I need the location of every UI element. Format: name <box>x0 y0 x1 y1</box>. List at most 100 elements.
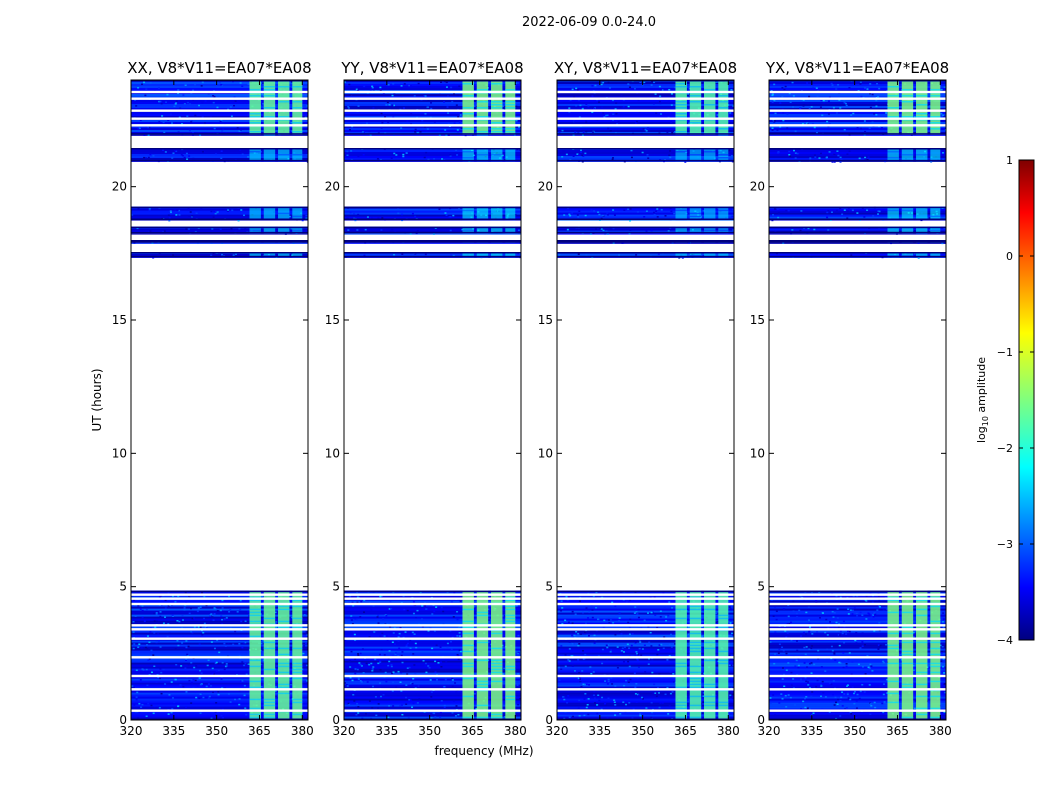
noise-pixel <box>158 100 161 103</box>
noise-pixel <box>459 600 462 603</box>
noise-pixel <box>168 694 171 696</box>
noise-pixel <box>382 92 385 95</box>
channel-row <box>704 647 716 650</box>
noise-pixel <box>578 600 581 602</box>
noise-pixel <box>727 600 730 603</box>
bright-channel <box>718 252 729 258</box>
noise-pixel <box>790 684 793 686</box>
channel-row <box>916 683 928 686</box>
noise-pixel <box>383 654 386 656</box>
noise-pixel <box>653 81 656 84</box>
noise-pixel <box>177 713 180 715</box>
noise-pixel <box>687 626 690 628</box>
noise-pixel <box>646 154 649 156</box>
noise-pixel <box>301 149 304 152</box>
noise-pixel <box>614 685 617 687</box>
noise-pixel <box>660 643 663 646</box>
noise-pixel <box>791 81 794 84</box>
channel-row <box>704 641 716 644</box>
noise-pixel <box>597 655 600 657</box>
noise-pixel <box>452 616 455 618</box>
noise-pixel <box>363 85 366 88</box>
bright-channel <box>476 206 489 220</box>
noise-pixel <box>808 631 811 633</box>
noise-pixel <box>200 692 203 694</box>
noise-pixel <box>349 666 352 668</box>
flagged-row <box>131 709 308 712</box>
noise-pixel <box>575 104 578 107</box>
noise-pixel <box>238 703 241 706</box>
noise-pixel <box>828 151 831 153</box>
noise-pixel <box>810 662 813 664</box>
noise-row <box>131 660 308 663</box>
noise-pixel <box>201 81 204 84</box>
noise-pixel <box>940 88 943 91</box>
noise-pixel <box>231 209 234 212</box>
noise-pixel <box>348 83 351 86</box>
noise-row <box>769 658 946 661</box>
noise-pixel <box>174 600 177 603</box>
channel-row <box>462 229 474 232</box>
noise-pixel <box>388 104 391 106</box>
noise-pixel <box>583 714 586 717</box>
noise-pixel <box>611 157 614 159</box>
noise-pixel <box>808 648 811 651</box>
noise-pixel <box>729 694 732 697</box>
noise-pixel <box>562 696 565 698</box>
noise-row <box>557 114 734 116</box>
noise-pixel <box>771 93 774 96</box>
bright-channel <box>263 206 276 220</box>
noise-pixel <box>247 83 250 85</box>
noise-pixel <box>416 702 419 704</box>
noise-pixel <box>368 636 371 638</box>
noise-pixel <box>238 689 241 692</box>
noise-pixel <box>158 677 161 680</box>
noise-pixel <box>584 214 587 217</box>
noise-pixel <box>239 129 242 132</box>
noise-pixel <box>619 630 622 633</box>
noise-row <box>131 682 308 685</box>
channel-row <box>505 614 516 617</box>
noise-pixel <box>839 596 842 599</box>
noise-pixel <box>159 646 162 648</box>
noise-pixel <box>772 615 775 617</box>
noise-pixel <box>439 661 442 663</box>
noise-pixel <box>839 161 842 163</box>
noise-row <box>131 104 308 106</box>
noise-pixel <box>170 681 173 683</box>
noise-pixel <box>260 595 263 597</box>
noise-pixel <box>684 161 687 163</box>
noise-row <box>344 134 521 136</box>
noise-pixel <box>449 640 452 643</box>
noise-pixel <box>787 209 790 212</box>
channel-row <box>675 83 687 85</box>
noise-pixel <box>377 132 380 134</box>
noise-pixel <box>436 653 439 656</box>
noise-pixel <box>852 595 855 597</box>
noise-pixel <box>629 678 632 681</box>
noise-row <box>131 610 308 613</box>
noise-pixel <box>423 126 426 128</box>
noise-pixel <box>425 608 428 610</box>
noise-pixel <box>192 132 195 134</box>
noise-row <box>557 614 734 617</box>
noise-pixel <box>605 230 608 232</box>
noise-pixel <box>401 213 404 216</box>
noise-pixel <box>353 633 356 636</box>
band-edge <box>344 148 521 150</box>
noise-row <box>769 608 946 611</box>
noise-pixel <box>659 89 662 91</box>
channel-row <box>249 116 261 118</box>
channel-row <box>505 104 516 106</box>
noise-pixel <box>274 695 277 698</box>
channel-row <box>249 151 261 153</box>
noise-pixel <box>771 129 774 131</box>
noise-pixel <box>464 134 467 137</box>
noise-pixel <box>810 672 813 674</box>
noise-pixel <box>205 604 208 607</box>
noise-pixel <box>406 667 409 669</box>
channel-row <box>278 683 290 686</box>
noise-pixel <box>160 692 163 695</box>
bright-channel <box>887 206 899 220</box>
noise-row <box>131 714 308 717</box>
